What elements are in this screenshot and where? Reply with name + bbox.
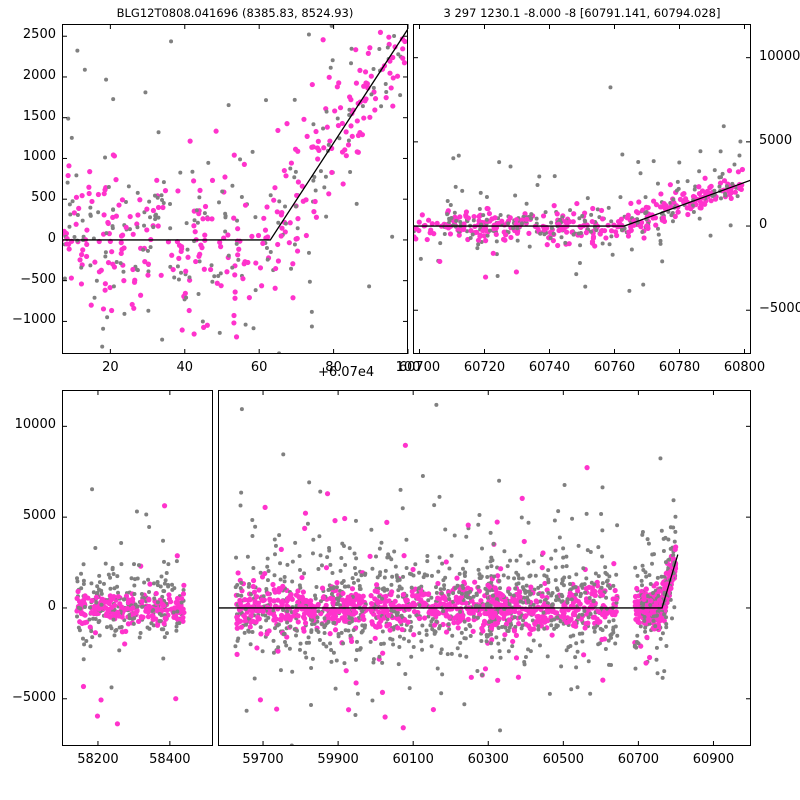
- top-right-x-tick: 60800: [723, 360, 766, 375]
- top-right-plot-area[interactable]: [413, 24, 751, 354]
- bottom-left-scatter-svg: [74, 487, 187, 727]
- bottom-x-tick: 60900: [692, 752, 735, 767]
- bottom-x-tick: 59700: [242, 752, 284, 767]
- bottom-left-segment-plot-area[interactable]: [62, 390, 213, 746]
- top-left-y-tick: 2000: [22, 67, 56, 83]
- top-right-y-tick: 5000: [759, 132, 793, 148]
- bottom-x-tick: 60500: [542, 752, 584, 767]
- top-left-y-tick: 1000: [22, 149, 56, 165]
- bottom-x-tick: 59900: [317, 752, 359, 767]
- bottom-y-tick: 0: [47, 598, 56, 614]
- model-line: [413, 179, 751, 227]
- top-left-x-tick: 20: [102, 360, 119, 375]
- top-left-x-tick: 80: [325, 360, 342, 375]
- bottom-y-tick: 5000: [22, 508, 56, 524]
- top-right-y-tick: 0: [759, 217, 768, 233]
- top-left-y-tick: 1500: [22, 108, 56, 124]
- bottom-right-scatter-svg: [218, 402, 679, 746]
- bottom-x-tick: 58400: [149, 752, 191, 767]
- top-left-y-tick: −1000: [12, 312, 56, 328]
- top-right-x-tick: 60760: [593, 360, 636, 375]
- model-line: [62, 28, 408, 241]
- bottom-x-tick: 60300: [467, 752, 509, 767]
- bottom-x-tick: 60700: [617, 752, 660, 767]
- top-left-y-tick: 2500: [22, 27, 56, 43]
- top-left-plot-area[interactable]: [62, 24, 408, 354]
- top-left-x-tick: 100: [395, 360, 421, 375]
- bottom-right-segment-plot-area[interactable]: [218, 390, 751, 746]
- top-right-panel-title: 3 297 1230.1 -8.000 -8 [60791.141, 60794…: [443, 6, 721, 20]
- x-axis-offset-text: +6.07e4: [318, 365, 375, 380]
- bottom-x-tick: 60100: [392, 752, 434, 767]
- top-left-y-tick: 0: [47, 230, 56, 246]
- bottom-x-tick: 58200: [77, 752, 119, 767]
- top-right-x-tick: 60780: [658, 360, 701, 375]
- top-left-x-tick: 60: [250, 360, 268, 375]
- top-left-scatter-svg: [62, 24, 408, 354]
- top-right-y-tick: 10000: [759, 48, 800, 64]
- bottom-y-tick: 10000: [14, 417, 56, 433]
- top-left-y-tick: 500: [31, 190, 56, 206]
- top-right-x-tick: 60740: [528, 360, 571, 375]
- top-left-x-tick: 40: [176, 360, 194, 375]
- top-right-x-tick: 60700: [398, 360, 441, 375]
- top-left-panel-title: BLG12T0808.041696 (8385.83, 8524.93): [116, 6, 354, 20]
- model-line: [218, 554, 679, 609]
- top-right-y-tick: −5000: [759, 301, 800, 317]
- top-right-x-tick: 60720: [463, 360, 506, 375]
- top-right-scatter-svg: [413, 85, 751, 293]
- top-left-y-tick: −500: [20, 271, 56, 287]
- bottom-y-tick: −5000: [12, 689, 56, 705]
